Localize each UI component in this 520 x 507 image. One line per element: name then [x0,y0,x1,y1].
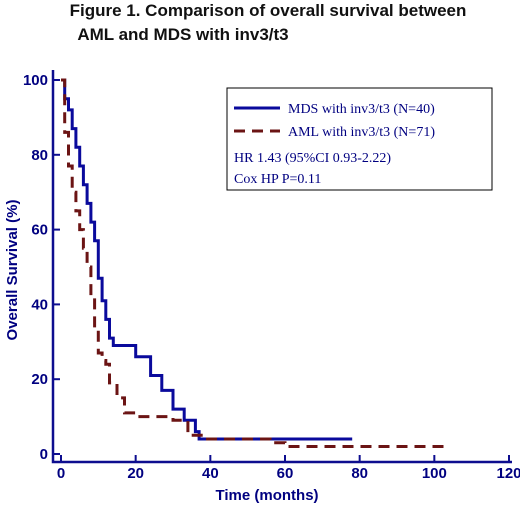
x-axis-title: Time (months) [215,487,318,504]
chart-title-line-2: AML and MDS with inv3/t3 [77,25,288,44]
y-tick-label-40: 40 [31,296,48,313]
series-line-0 [61,78,353,441]
y-tick-label-20: 20 [31,371,48,388]
legend-box [226,87,493,191]
x-tick-label-40: 40 [202,465,219,482]
hazard-ratio-annotation: HR 1.43 (95%CI 0.93-2.22) [234,151,391,166]
y-axis-title: Overall Survival (%) [4,200,21,341]
legend-label-aml: AML with inv3/t3 (N=71) [288,125,435,140]
legend: MDS with inv3/t3 (N=40) AML with inv3/t3… [226,87,493,191]
x-tick-label-100: 100 [422,465,447,482]
y-tick-label-0: 0 [40,446,48,463]
x-tick-label-20: 20 [127,465,144,482]
x-tick-label-60: 60 [277,465,294,482]
chart-title-line-1: Figure 1. Comparison of overall survival… [70,1,467,20]
cox-p-annotation: Cox HP P=0.11 [234,172,321,187]
x-tick-label-120: 120 [496,465,520,482]
x-tick-label-0: 0 [57,465,65,482]
x-tick-label-80: 80 [351,465,368,482]
legend-label-mds: MDS with inv3/t3 (N=40) [288,102,435,117]
plot-area: 0 20 40 60 80 100 0 20 40 60 80 100 120 [23,70,520,482]
y-tick-label-80: 80 [31,147,48,164]
y-tick-label-60: 60 [31,222,48,239]
y-tick-label-100: 100 [23,72,48,89]
series-line-1 [61,78,450,448]
